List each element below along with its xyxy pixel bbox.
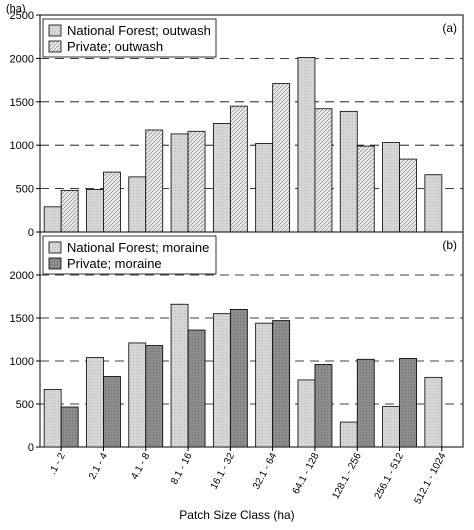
bar [297, 379, 316, 448]
plot-frame [39, 231, 464, 448]
y-tick-label: 0 [28, 442, 34, 454]
bar [212, 123, 231, 233]
legend-box [42, 235, 217, 275]
panel-b: 0 500 1000 1500 2000 National Forest; moraine… [10, 231, 464, 506]
bar [255, 322, 274, 448]
y-tick-label: 1500 [10, 313, 34, 325]
y-tick-label: 1500 [10, 97, 34, 109]
bar [43, 388, 62, 448]
bar [60, 189, 79, 233]
bar [382, 142, 400, 233]
bar [399, 358, 417, 448]
y-tick-label: 2000 [10, 53, 34, 65]
y-tick-label: 2500 [10, 10, 34, 22]
bar [187, 329, 206, 448]
panel-a: 0 500 1000 1500 2000 2500 National Forest; out… [6, 3, 464, 239]
bar [424, 376, 443, 448]
bar [86, 357, 104, 448]
legend-label: Private; moraine [67, 256, 162, 271]
legend-label: Private; outwash [67, 39, 163, 54]
bar [356, 145, 375, 233]
bar [339, 421, 358, 448]
legend-label: National Forest; moraine [67, 240, 209, 255]
bar [356, 358, 375, 448]
bar [255, 143, 274, 233]
legend-label: National Forest; outwash [67, 23, 211, 38]
bar [272, 83, 291, 233]
bar [212, 313, 231, 448]
x-axis-label: Patch Size Class (ha) [179, 508, 295, 522]
bar [145, 129, 164, 233]
bar [60, 406, 79, 448]
bar [103, 376, 121, 448]
bar [314, 108, 333, 233]
bar [399, 158, 417, 233]
bar [229, 308, 248, 448]
legend-swatch [48, 257, 62, 270]
bar [314, 364, 333, 448]
y-tick-label: 0 [28, 227, 34, 239]
bar [424, 174, 443, 233]
x-tick-label: 64.1 - 128 [291, 451, 322, 496]
bar [128, 342, 147, 448]
y-axis-unit-label: (ha) [6, 3, 26, 15]
y-tick-label: 500 [16, 399, 34, 411]
x-tick-label: 128.1 - 256 [330, 451, 364, 501]
y-tick-label: 500 [16, 184, 34, 196]
x-tick-label: 16.1 - 32 [209, 451, 237, 491]
legend-box [42, 18, 217, 58]
bar [272, 320, 291, 448]
bar [170, 303, 189, 448]
bar [145, 345, 164, 448]
bar [187, 130, 206, 233]
y-tick-label: 1000 [10, 356, 34, 368]
x-tick-label: 512.1 - 1024 [412, 451, 448, 506]
x-tick-label: 256.1 - 512 [373, 451, 407, 501]
bar [170, 133, 189, 233]
bar [297, 57, 316, 233]
panel-label: (b) [442, 238, 457, 252]
x-tick-label: 4.1 - 8 [129, 451, 152, 482]
y-tick-label: 2000 [10, 270, 34, 282]
bar [339, 110, 358, 233]
bar [382, 406, 400, 448]
legend-swatch [48, 241, 62, 254]
bar [229, 105, 248, 233]
x-tick-label: 32.1 - 64 [251, 451, 279, 491]
x-tick-label: .1 - 2 [47, 451, 68, 477]
bar [43, 206, 62, 233]
x-tick-label: 2.1 - 4 [87, 451, 110, 482]
legend-swatch [48, 24, 62, 37]
legend-swatch [48, 40, 62, 53]
panel-label: (a) [442, 21, 457, 35]
bar [103, 171, 121, 233]
bar [86, 189, 104, 233]
x-tick-label: 8.1 - 16 [169, 451, 195, 486]
bar [128, 176, 147, 233]
y-tick-label: 1000 [10, 140, 34, 152]
